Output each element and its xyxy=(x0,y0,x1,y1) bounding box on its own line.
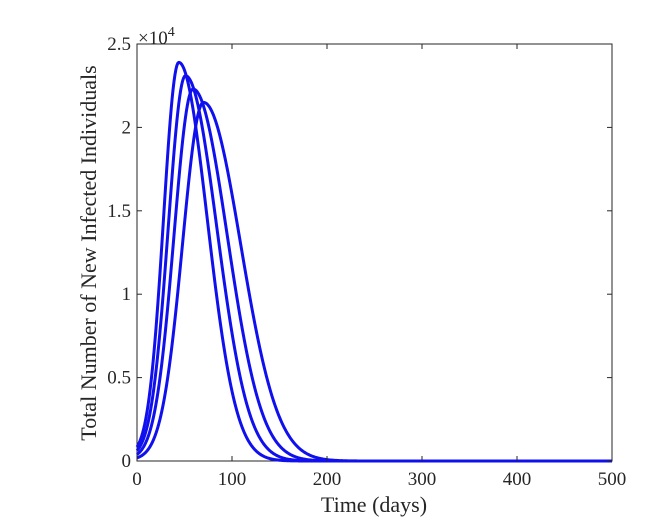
x-tick-label: 500 xyxy=(598,469,627,490)
x-tick-label: 400 xyxy=(503,469,532,490)
x-tick-label: 200 xyxy=(313,469,342,490)
y-tick-label: 2.5 xyxy=(107,34,131,55)
y-tick-label: 0.5 xyxy=(107,368,131,389)
y-tick-label: 2 xyxy=(122,117,132,138)
x-axis-label: Time (days) xyxy=(321,492,427,517)
x-tick-label: 100 xyxy=(218,469,247,490)
ticks-layer: 0 100 200 300 400 500 0 0.5 1 1.5 2 2.5 xyxy=(107,34,626,490)
y-tick-label: 0 xyxy=(122,451,132,472)
series-line-3 xyxy=(136,87,613,463)
y-axis-label: Total Number of New Infected Individuals xyxy=(76,65,101,440)
y-exponent-base: ×10 xyxy=(138,28,168,49)
x-tick-label: 300 xyxy=(408,469,437,490)
y-tick-label: 1.5 xyxy=(107,201,131,222)
y-tick-label: 1 xyxy=(122,284,132,305)
x-tick-label: 0 xyxy=(132,469,142,490)
series-layer xyxy=(135,60,613,463)
y-exponent-power: 4 xyxy=(168,25,175,40)
series-line-4 xyxy=(136,100,613,463)
series-line-2 xyxy=(135,74,613,463)
y-exponent-label: ×104 xyxy=(138,25,175,49)
